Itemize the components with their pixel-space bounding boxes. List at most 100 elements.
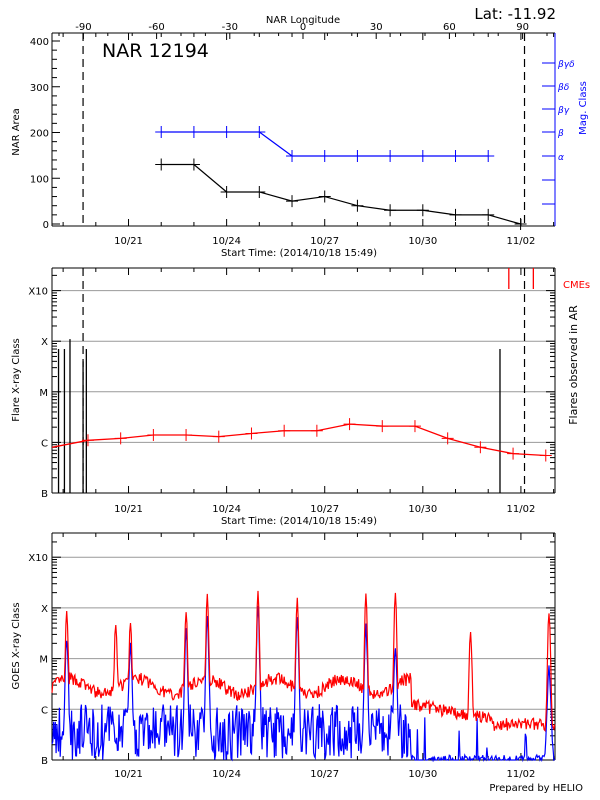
mag-class-point (155, 126, 168, 138)
background-line (51, 423, 546, 457)
y-tick-label: B (41, 489, 48, 500)
cme-label: CMEs (563, 280, 590, 291)
mag-class-point (220, 126, 233, 138)
nar-area-point (384, 204, 397, 217)
nar-area-point (351, 199, 364, 212)
nar-area-point (155, 158, 168, 171)
lon-tick-label: 0 (300, 22, 306, 33)
y-tick-label: X10 (28, 287, 48, 298)
x-tick-label: 10/24 (212, 769, 241, 780)
p1-y2label: Mag. Class (578, 81, 589, 135)
mag-class-point (318, 150, 331, 162)
nar-area-point (220, 185, 233, 198)
y-tick-label: 0 (43, 220, 49, 231)
y-tick-label: X10 (28, 553, 48, 564)
lon-tick-label: -30 (222, 22, 238, 33)
y-tick-label: X (41, 337, 48, 348)
goes-long-line (51, 590, 556, 732)
x-tick-label: 10/30 (408, 504, 437, 515)
mag-tick-label: βγ (557, 106, 570, 116)
y-tick-label: 300 (30, 83, 49, 94)
x-tick-label: 10/21 (114, 236, 143, 247)
nar-area-point (482, 208, 495, 221)
nar-area-point (449, 208, 462, 221)
panel-nar-area: NAR Longitude Lat: -11.92 NAR 12194 Star… (11, 5, 589, 259)
p2-ylabel: Flare X-ray Class (11, 338, 22, 422)
lon-tick-label: 30 (370, 22, 383, 33)
background-point (147, 429, 160, 442)
mag-tick-label: βδ (557, 83, 570, 93)
y-tick-label: C (41, 438, 48, 449)
background-point (376, 420, 389, 433)
background-point (278, 424, 291, 437)
background-point (114, 432, 127, 445)
mag-class-point (286, 150, 299, 162)
background-point (441, 432, 454, 445)
x-tick-label: 10/30 (408, 769, 437, 780)
p1-ylabel: NAR Area (11, 108, 22, 155)
lon-tick-label: -60 (148, 22, 164, 33)
nar-area-point (514, 218, 527, 230)
mag-class-point (351, 150, 364, 162)
panel-flare-class: Start Time: (2014/10/18 15:49) Flare X-r… (11, 267, 590, 527)
background-point (408, 420, 421, 433)
mag-tick-label: βγδ (557, 60, 575, 70)
mag-class-point (253, 126, 266, 138)
background-point (539, 449, 552, 462)
y-tick-label: 100 (30, 174, 49, 185)
background-point (81, 434, 94, 447)
mag-class-point (416, 150, 429, 162)
background-point (507, 447, 520, 460)
p2-xlabel: Start Time: (2014/10/18 15:49) (221, 516, 377, 527)
y-tick-label: 400 (30, 37, 49, 48)
lon-tick-label: 90 (516, 22, 529, 33)
x-tick-label: 10/27 (310, 236, 339, 247)
y-tick-label: M (39, 388, 48, 399)
nar-area-point (187, 158, 200, 171)
y-tick-label: B (41, 756, 48, 767)
background-point (310, 424, 323, 437)
nar-area-point (318, 190, 331, 203)
x-tick-label: 10/27 (310, 769, 339, 780)
mag-class-point (482, 150, 495, 162)
mag-class-point (384, 150, 397, 162)
x-tick-label: 11/02 (507, 504, 536, 515)
background-point (180, 429, 193, 442)
mag-tick-label: α (558, 153, 564, 163)
x-tick-label: 10/24 (212, 504, 241, 515)
nar-area-point (286, 195, 299, 208)
top-axis-label: NAR Longitude (266, 15, 340, 26)
background-point (343, 418, 356, 431)
footer-credit: Prepared by HELIO (489, 783, 583, 794)
background-point (212, 430, 225, 443)
nar-area-point (253, 185, 266, 198)
x-tick-label: 11/02 (507, 769, 536, 780)
mag-tick-label: β (557, 129, 564, 139)
y-tick-label: X (41, 604, 48, 615)
latitude-annotation: Lat: -11.92 (474, 5, 556, 23)
y-tick-label: M (39, 655, 48, 666)
nar-area-point (416, 204, 429, 217)
p2-y2label: Flares observed in AR (567, 305, 580, 425)
x-tick-label: 11/02 (507, 236, 536, 247)
p1-xlabel: Start Time: (2014/10/18 15:49) (221, 248, 377, 259)
background-point (245, 427, 258, 440)
mag-class-point (187, 126, 200, 138)
region-title: NAR 12194 (102, 40, 209, 62)
x-tick-label: 10/30 (408, 236, 437, 247)
nar-area-line (161, 163, 521, 225)
x-tick-label: 10/27 (310, 504, 339, 515)
p3-ylabel: GOES X-ray Class (11, 602, 22, 689)
goes-short-line (51, 605, 556, 763)
x-tick-label: 10/21 (114, 769, 143, 780)
mag-class-point (449, 150, 462, 162)
background-point (474, 441, 487, 454)
x-tick-label: 10/24 (212, 236, 241, 247)
lon-tick-label: 60 (443, 22, 456, 33)
panel-goes: GOES X-ray Class Prepared by HELIO B C M X X… (11, 532, 583, 794)
y-tick-label: C (41, 705, 48, 716)
y-tick-label: 200 (30, 129, 49, 140)
x-tick-label: 10/21 (114, 504, 143, 515)
lon-tick-label: -90 (75, 22, 91, 33)
